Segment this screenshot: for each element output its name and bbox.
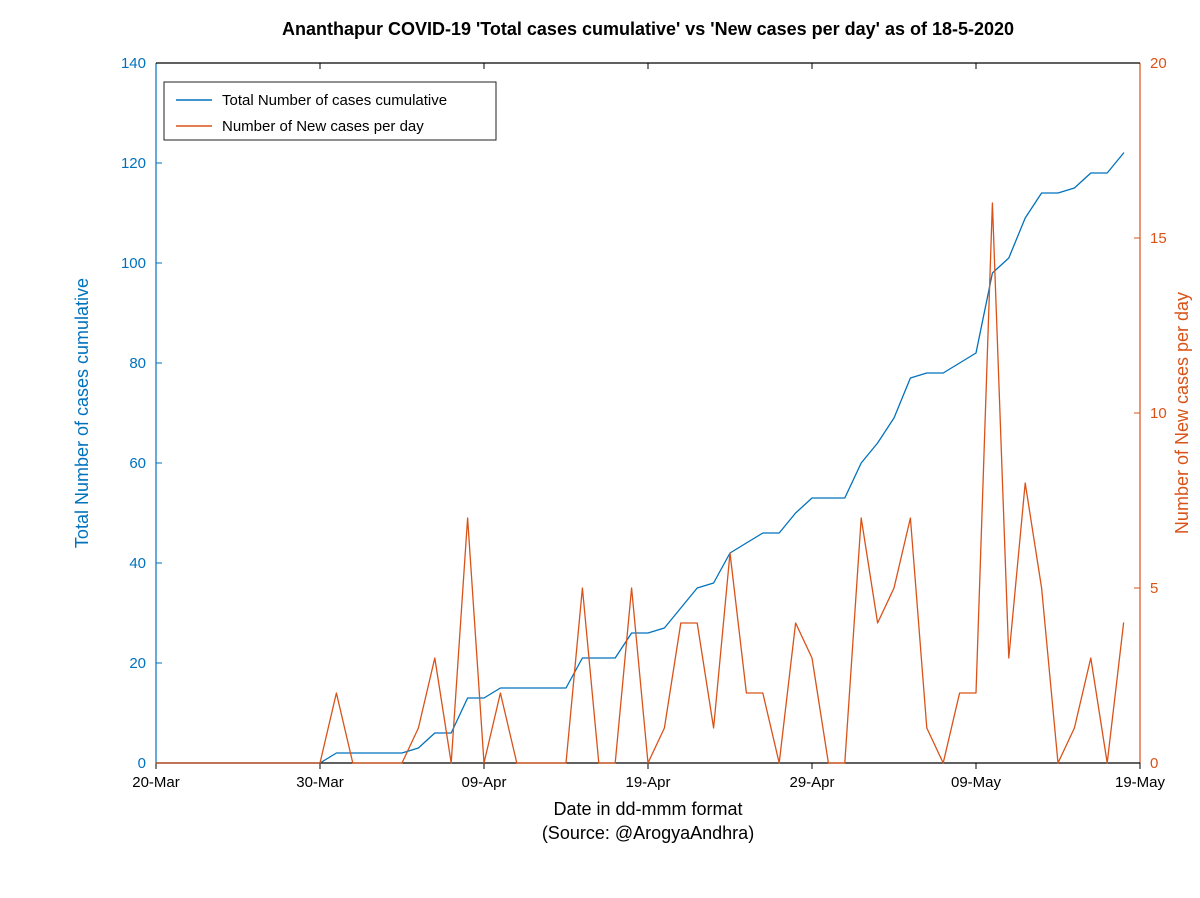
x-tick-label: 09-May <box>951 774 1002 791</box>
x-axis-label: Date in dd-mmm format <box>553 799 742 819</box>
x-tick-label: 09-Apr <box>461 774 506 791</box>
dual-axis-line-chart: 20-Mar 30-Mar 09-Apr 19-Apr 29-Apr 09-May 19-M… <box>0 0 1200 898</box>
x-tick-label: 29-Apr <box>789 774 834 791</box>
y-right-tick-label: 0 <box>1150 755 1158 772</box>
x-tick-label: 19-Apr <box>625 774 670 791</box>
y-left-tick-label: 140 <box>121 55 146 72</box>
plot-bg <box>156 63 1140 763</box>
x-tick-label: 19-May <box>1115 774 1166 791</box>
y-left-tick-label: 80 <box>129 355 146 372</box>
legend-label: Total Number of cases cumulative <box>222 92 447 109</box>
y-left-tick-label: 20 <box>129 655 146 672</box>
chart-title: Ananthapur COVID-19 'Total cases cumulat… <box>282 19 1014 39</box>
y-left-tick-label: 120 <box>121 155 146 172</box>
y-right-tick-label: 15 <box>1150 230 1167 247</box>
y-left-axis-label: Total Number of cases cumulative <box>72 278 92 548</box>
y-left-tick-label: 60 <box>129 455 146 472</box>
x-tick-label: 20-Mar <box>132 774 180 791</box>
y-right-tick-label: 5 <box>1150 580 1158 597</box>
x-tick-label: 30-Mar <box>296 774 344 791</box>
y-left-tick-label: 40 <box>129 555 146 572</box>
legend-label: Number of New cases per day <box>222 118 424 135</box>
y-left-tick-label: 100 <box>121 255 146 272</box>
x-axis-sublabel: (Source: @ArogyaAndhra) <box>542 823 754 843</box>
y-right-tick-label: 10 <box>1150 405 1167 422</box>
y-right-axis-label: Number of New cases per day <box>1172 292 1192 534</box>
y-left-tick-label: 0 <box>138 755 146 772</box>
y-right-tick-label: 20 <box>1150 55 1167 72</box>
